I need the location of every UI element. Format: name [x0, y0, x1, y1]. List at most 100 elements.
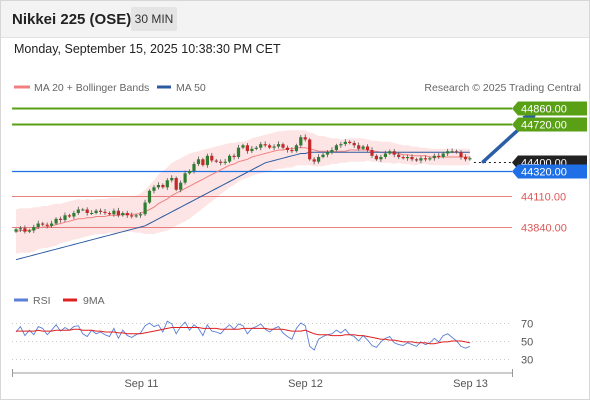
rsi-tick-50: 50	[521, 337, 533, 349]
candle-body	[414, 159, 419, 161]
candle-body	[294, 145, 298, 152]
candle-body	[18, 228, 22, 230]
candle-body	[365, 146, 370, 150]
candle-body	[348, 141, 352, 143]
bollinger-band-area	[16, 130, 470, 254]
candle-body	[317, 157, 321, 162]
candle-body	[419, 158, 423, 161]
candle-body	[446, 151, 450, 154]
candle-body	[254, 147, 258, 149]
candle-body	[454, 151, 459, 153]
candle-body	[174, 178, 178, 190]
rsi-line	[15, 320, 471, 351]
candle-body	[27, 230, 31, 232]
candle-body	[450, 151, 454, 153]
candle-body	[236, 147, 241, 157]
datetime-label: Monday, September 15, 2025 10:38:30 PM C…	[14, 42, 281, 56]
candle-body	[196, 159, 201, 164]
candle-body	[268, 145, 272, 148]
rsi-panel: 70 50 30	[12, 319, 533, 367]
candle-body	[299, 137, 303, 146]
candle-body	[143, 202, 147, 215]
level-label-44860.00: 44860.00	[521, 104, 567, 116]
candle-body	[241, 145, 245, 148]
candle-body	[357, 145, 361, 149]
candle-body	[263, 144, 267, 146]
rsi-tick-70: 70	[521, 319, 533, 331]
price-level-labels: 44860.0044720.0044400.0044320.0044110.00…	[512, 101, 587, 235]
candle-body	[210, 155, 214, 161]
candle-body	[281, 144, 285, 148]
candle-body	[276, 144, 281, 147]
candle-body	[188, 171, 192, 174]
candle-body	[54, 218, 58, 224]
x-tick-label: Sep 11	[124, 378, 158, 390]
interval-selector[interactable]: 30 MIN	[131, 7, 177, 31]
candle-body	[228, 155, 232, 162]
price-levels	[12, 107, 512, 228]
candle-body	[325, 152, 330, 155]
candle-body	[72, 213, 76, 217]
candle-body	[321, 154, 325, 157]
candle-body	[441, 153, 445, 157]
candle-body	[179, 182, 183, 190]
candle-body	[192, 164, 196, 171]
candle-body	[99, 210, 103, 212]
candle-body	[374, 155, 378, 160]
x-tick-label: Sep 12	[288, 378, 323, 390]
level-label-44720.00: 44720.00	[521, 120, 567, 132]
candle-body	[121, 213, 125, 216]
candle-body	[205, 155, 209, 166]
candle-body	[370, 150, 374, 156]
candle-body	[245, 145, 249, 152]
candle-body	[343, 141, 347, 145]
candle-body	[423, 158, 427, 160]
legend-label-ma20: MA 20 + Bollinger Bands	[34, 82, 149, 94]
level-label-44320.00: 44320.00	[521, 167, 567, 179]
candle-body	[81, 209, 85, 211]
candle-body	[352, 143, 356, 146]
candle-body	[76, 209, 80, 213]
chart-header: Nikkei 225 (OSE) 30 MIN	[1, 1, 589, 38]
candle-body	[401, 157, 405, 159]
candle-body	[330, 150, 334, 153]
candle-body	[437, 155, 441, 157]
candle-body	[161, 185, 165, 188]
candle-body	[250, 148, 254, 152]
candle-body	[23, 228, 27, 232]
candle-body	[152, 187, 156, 191]
candle-body	[32, 227, 36, 231]
candle-body	[339, 144, 343, 146]
candle-body	[112, 210, 116, 215]
candle-body	[134, 215, 138, 217]
legend-label-rsi: RSI	[33, 295, 51, 307]
candle-body	[459, 152, 463, 157]
legend-label-ma50: MA 50	[176, 82, 206, 94]
candle-body	[406, 157, 410, 159]
candle-body	[170, 178, 174, 181]
rsi-ma-line	[16, 327, 471, 345]
candle-body	[463, 157, 468, 160]
candle-body	[392, 151, 396, 155]
candle-body	[107, 213, 112, 215]
level-label-44110.00: 44110.00	[521, 192, 566, 204]
level-label-43840.00: 43840.00	[521, 223, 567, 235]
candle-body	[285, 147, 289, 150]
level-tag-44320.00	[512, 164, 587, 179]
legend-label-rsi-ma: 9MA	[83, 295, 105, 307]
candle-body	[468, 158, 472, 160]
candle-body	[116, 210, 120, 216]
candle-body	[334, 145, 338, 150]
candle-body	[361, 146, 365, 149]
candle-body	[183, 173, 187, 183]
candle-body	[272, 146, 276, 148]
candle-body	[94, 210, 98, 213]
candle-body	[290, 150, 294, 152]
candle-body	[223, 161, 227, 163]
candle-body	[312, 159, 316, 162]
level-tag-44860.00	[512, 101, 587, 116]
candle-body	[219, 161, 223, 163]
copyright-label: Research © 2025 Trading Central	[424, 82, 581, 94]
candle-body	[303, 137, 307, 140]
